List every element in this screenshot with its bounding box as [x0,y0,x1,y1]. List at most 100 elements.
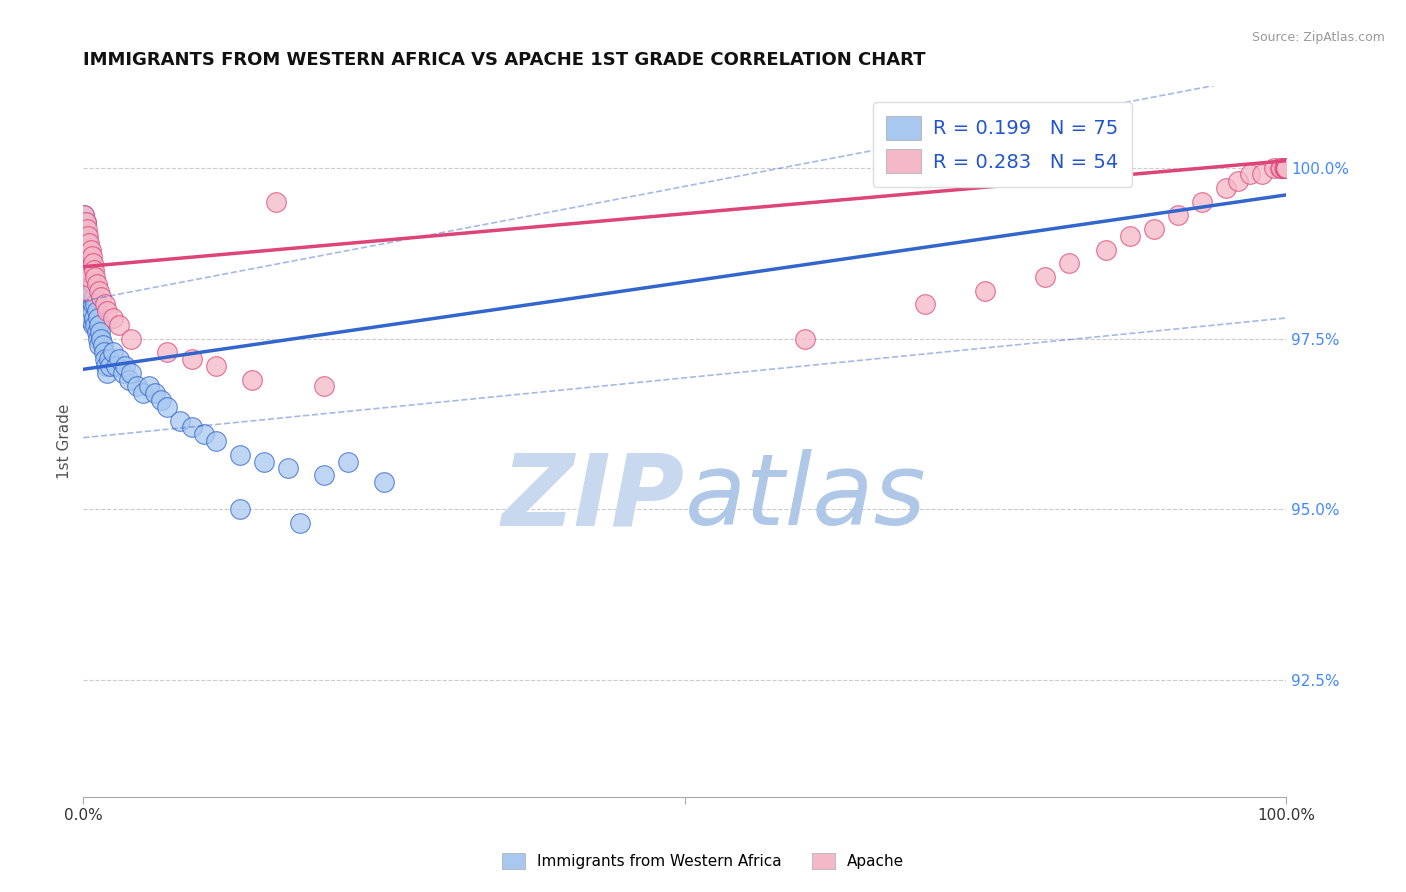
Point [84,318,107,332]
Point [75,215,97,229]
Point [94,297,117,311]
Point [169,414,191,428]
Point [76,311,98,326]
Point [75,235,97,250]
Point [94,359,117,373]
Point [150,393,173,408]
Point [73,209,96,223]
Point [89,325,111,339]
Point [108,318,131,332]
Legend: R = 0.199   N = 75, R = 0.283   N = 54: R = 0.199 N = 75, R = 0.283 N = 54 [873,103,1132,186]
Point [1275,161,1298,175]
Point [93,345,115,359]
Point [83,291,105,305]
Y-axis label: 1st Grade: 1st Grade [58,403,72,479]
Text: IMMIGRANTS FROM WESTERN AFRICA VS APACHE 1ST GRADE CORRELATION CHART: IMMIGRANTS FROM WESTERN AFRICA VS APACHE… [83,51,925,69]
Point [91,338,114,352]
Point [914,297,936,311]
Point [253,454,276,468]
Point [97,352,120,367]
Point [1275,161,1298,175]
Point [1275,161,1298,175]
Point [86,304,108,318]
Point [127,379,149,393]
Point [103,311,125,326]
Text: atlas: atlas [685,450,927,547]
Point [204,434,226,448]
Point [1143,222,1166,236]
Point [277,461,299,475]
Point [73,209,96,223]
Legend: Immigrants from Western Africa, Apache: Immigrants from Western Africa, Apache [495,847,911,875]
Point [120,332,142,346]
Point [312,379,335,393]
Point [156,400,179,414]
Point [76,250,98,264]
Point [1059,256,1081,270]
Point [132,386,155,401]
Point [73,243,96,257]
Point [87,284,110,298]
Point [96,304,118,318]
Point [108,352,131,367]
Point [73,229,96,244]
Point [1167,209,1189,223]
Point [75,215,97,229]
Point [1215,181,1237,195]
Point [76,222,98,236]
Point [80,284,103,298]
Text: ZIP: ZIP [502,450,685,547]
Point [90,332,112,346]
Point [120,366,142,380]
Point [79,284,101,298]
Point [312,468,335,483]
Point [87,311,110,326]
Point [373,475,395,489]
Point [75,291,97,305]
Point [228,502,250,516]
Point [77,263,100,277]
Point [75,250,97,264]
Point [75,250,97,264]
Point [193,427,215,442]
Point [86,277,108,291]
Point [180,420,202,434]
Point [79,235,101,250]
Point [1268,161,1291,175]
Point [1094,243,1116,257]
Point [87,332,110,346]
Point [84,297,107,311]
Point [82,277,104,291]
Point [73,243,96,257]
Point [1035,270,1057,285]
Point [336,454,359,468]
Point [79,263,101,277]
Point [145,386,167,401]
Point [79,270,101,285]
Point [80,263,103,277]
Point [94,352,117,367]
Point [114,359,136,373]
Point [1239,168,1261,182]
Point [75,284,97,298]
Point [73,256,96,270]
Point [82,297,104,311]
Point [76,270,98,285]
Point [1263,161,1285,175]
Point [1251,168,1274,182]
Point [86,325,108,339]
Point [1270,161,1292,175]
Point [83,311,105,326]
Point [82,318,104,332]
Point [77,229,100,244]
Point [1275,161,1298,175]
Point [80,304,103,318]
Point [77,277,100,291]
Point [103,345,125,359]
Point [138,379,160,393]
Point [1118,229,1140,244]
Point [76,229,98,244]
Point [84,270,107,285]
Point [96,366,118,380]
Point [118,373,141,387]
